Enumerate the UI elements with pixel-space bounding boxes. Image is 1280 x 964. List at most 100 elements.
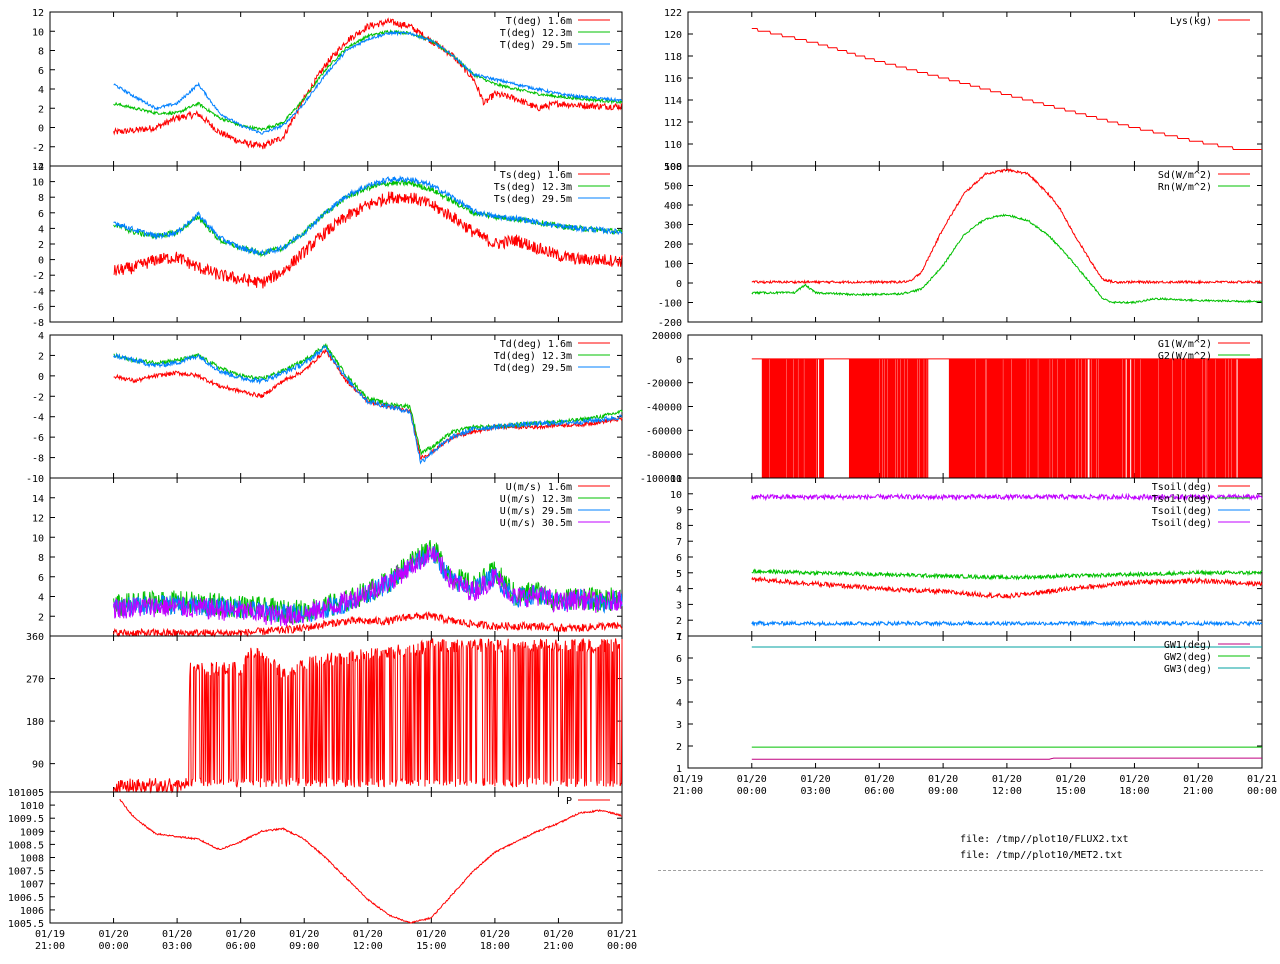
x-tick-label: 03:00 — [801, 786, 831, 797]
y-tick-label: 6 — [676, 654, 682, 665]
legend-label: Tsoil(deg) — [1152, 506, 1212, 517]
x-tick-label: 21:00 — [673, 786, 703, 797]
ground-flux-bars — [761, 358, 1262, 478]
legend-label: Tsoil(deg) — [1152, 482, 1212, 493]
series-line-rad-1 — [751, 213, 1263, 305]
y-tick-label: 12 — [32, 514, 44, 525]
y-tick-label: 300 — [664, 221, 682, 232]
series-line-tsoil-0 — [751, 576, 1263, 600]
series-line-gw-0 — [751, 757, 1262, 760]
y-tick-label: 101005 — [8, 788, 44, 799]
y-tick-label: 1 — [676, 764, 682, 775]
x-tick-label: 01/20 — [162, 929, 192, 940]
y-tick-label: 11 — [670, 474, 682, 485]
footer-divider — [658, 870, 1263, 871]
y-tick-label: 6 — [38, 573, 44, 584]
y-tick-label: 2 — [38, 612, 44, 623]
y-tick-label: 1009 — [20, 827, 44, 838]
series-line-wind-2 — [113, 546, 623, 624]
y-tick-label: 360 — [26, 632, 44, 643]
y-tick-label: -80000 — [646, 450, 682, 461]
y-tick-label: 1007.5 — [8, 867, 44, 878]
footer-file-1: file: /tmp//plot10/FLUX2.txt — [960, 834, 1129, 845]
y-tick-label: 14 — [32, 494, 44, 505]
x-tick-label: 01/21 — [1247, 774, 1277, 785]
x-tick-label: 01/20 — [480, 929, 510, 940]
y-tick-label: -4 — [32, 413, 44, 424]
y-tick-label: 6 — [38, 209, 44, 220]
legend-label: Tsoil(deg) — [1152, 494, 1212, 505]
series-line-pres-0 — [119, 798, 623, 924]
y-tick-label: 7 — [676, 537, 682, 548]
y-tick-label: -6 — [32, 302, 44, 313]
series-line-rad-0 — [751, 168, 1263, 285]
y-tick-label: 108 — [664, 162, 682, 173]
legend-label: Ts(deg) 12.3m — [494, 182, 572, 193]
y-tick-label: 3 — [676, 600, 682, 611]
y-tick-label: 4 — [676, 698, 682, 709]
y-tick-label: 4 — [38, 593, 44, 604]
y-tick-label: 10 — [32, 178, 44, 189]
x-tick-label: 21:00 — [543, 941, 573, 952]
legend-label: P — [566, 796, 572, 807]
y-tick-label: 4 — [676, 585, 682, 596]
x-tick-label: 01/20 — [1056, 774, 1086, 785]
y-tick-label: -2 — [32, 143, 44, 154]
y-tick-label: -2 — [32, 392, 44, 403]
y-tick-label: 1010 — [20, 801, 44, 812]
series-line-wind-1 — [113, 539, 623, 624]
y-tick-label: 5 — [676, 676, 682, 687]
series-line-wind-3 — [113, 544, 623, 627]
legend-label: Tsoil(deg) — [1152, 518, 1212, 529]
y-tick-label: 1008 — [20, 854, 44, 865]
plot-frame-lys — [687, 11, 1263, 167]
y-tick-label: 8 — [38, 553, 44, 564]
y-tick-label: -8 — [32, 454, 44, 465]
x-tick-label: 06:00 — [864, 786, 894, 797]
y-tick-label: 12 — [32, 8, 44, 19]
x-tick-label: 21:00 — [1183, 786, 1213, 797]
legend-label: Ts(deg) 29.5m — [494, 194, 572, 205]
x-tick-label: 01/20 — [801, 774, 831, 785]
legend-label: GW2(deg) — [1164, 652, 1212, 663]
y-tick-label: 1009.5 — [8, 814, 44, 825]
x-tick-label: 00:00 — [1247, 786, 1277, 797]
y-tick-label: 114 — [664, 96, 682, 107]
y-tick-label: -100000 — [640, 474, 682, 485]
series-line-temp-0 — [113, 17, 623, 150]
y-tick-label: 110 — [664, 140, 682, 151]
series-line-wdir-0 — [113, 638, 623, 794]
y-tick-label: 112 — [664, 118, 682, 129]
x-tick-label: 01/20 — [1119, 774, 1149, 785]
legend-label: Td(deg) 29.5m — [494, 363, 572, 374]
series-line-lys-0 — [751, 28, 1262, 150]
legend-label: G2(W/m^2) — [1158, 351, 1212, 362]
x-tick-label: 12:00 — [992, 786, 1022, 797]
y-tick-label: 10 — [670, 490, 682, 501]
y-tick-label: 2 — [676, 616, 682, 627]
y-tick-label: 0 — [676, 279, 682, 290]
y-tick-label: 0 — [38, 124, 44, 135]
y-tick-label: 5 — [676, 569, 682, 580]
y-tick-label: -8 — [32, 318, 44, 329]
x-tick-label: 01/20 — [928, 774, 958, 785]
series-line-dew-2 — [113, 344, 623, 465]
x-tick-label: 18:00 — [1119, 786, 1149, 797]
legend-label: GW3(deg) — [1164, 664, 1212, 675]
y-tick-label: 4 — [38, 224, 44, 235]
y-tick-label: 200 — [664, 240, 682, 251]
y-tick-label: 10 — [32, 27, 44, 38]
x-tick-label: 06:00 — [226, 941, 256, 952]
y-tick-label: 8 — [38, 47, 44, 58]
y-tick-label: -200 — [658, 318, 682, 329]
legend-label: Lys(kg) — [1170, 16, 1212, 27]
plot-frame-pres — [49, 791, 623, 924]
y-tick-label: 8 — [38, 193, 44, 204]
y-tick-label: 12 — [32, 162, 44, 173]
y-tick-label: 1007 — [20, 880, 44, 891]
x-tick-label: 03:00 — [162, 941, 192, 952]
y-tick-label: 1006.5 — [8, 893, 44, 904]
y-tick-label: 2 — [38, 104, 44, 115]
y-tick-label: -100 — [658, 299, 682, 310]
